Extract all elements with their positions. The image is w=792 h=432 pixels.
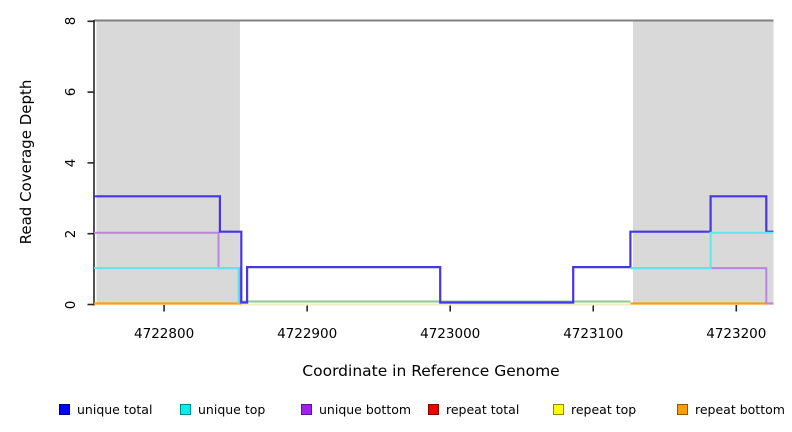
repeat-region-shading — [632, 21, 774, 303]
x-tick-label: 4723000 — [420, 326, 481, 342]
legend-label: unique bottom — [319, 401, 412, 417]
series-unique-top-line — [630, 231, 774, 270]
legend-item-repeat-top: repeat top — [553, 401, 636, 417]
legend-swatch-unique-top — [180, 403, 191, 415]
legend-swatch-repeat-top — [553, 403, 564, 415]
series-unique-top-line — [94, 267, 240, 304]
legend-label: repeat top — [571, 401, 637, 417]
y-tick-label: 8 — [63, 17, 79, 26]
y-tick-label: 2 — [63, 229, 79, 238]
x-tick-label: 4722900 — [277, 326, 338, 342]
legend-item-unique-total: unique total — [59, 401, 152, 417]
x-tick-label: 4723200 — [706, 326, 767, 342]
series-unique-total-line — [94, 195, 774, 304]
legend-swatch-unique-bottom — [301, 403, 312, 415]
legend-label: repeat bottom — [695, 401, 785, 417]
legend-item-unique-top: unique top — [180, 401, 265, 417]
y-axis-title: Read Coverage Depth — [17, 79, 35, 245]
legend-label: repeat total — [446, 401, 520, 417]
x-axis-title: Coordinate in Reference Genome — [302, 362, 560, 380]
legend-item-unique-bottom: unique bottom — [301, 401, 411, 417]
legend-item-repeat-bottom: repeat bottom — [677, 401, 785, 417]
y-tick-label: 4 — [63, 158, 79, 168]
legend-swatch-unique-total — [59, 403, 70, 415]
legend-swatch-repeat-total — [428, 403, 439, 415]
legend-swatch-repeat-bottom — [677, 403, 688, 415]
legend-label: unique total — [77, 401, 153, 417]
x-tick-label: 4722800 — [134, 326, 195, 342]
legend-item-repeat-total: repeat total — [428, 401, 519, 417]
x-tick-label: 4723100 — [563, 326, 624, 342]
legend-label: unique top — [198, 401, 266, 417]
y-tick-label: 6 — [63, 87, 79, 97]
y-tick-label: 0 — [63, 300, 79, 309]
repeat-region-shading — [96, 21, 240, 303]
